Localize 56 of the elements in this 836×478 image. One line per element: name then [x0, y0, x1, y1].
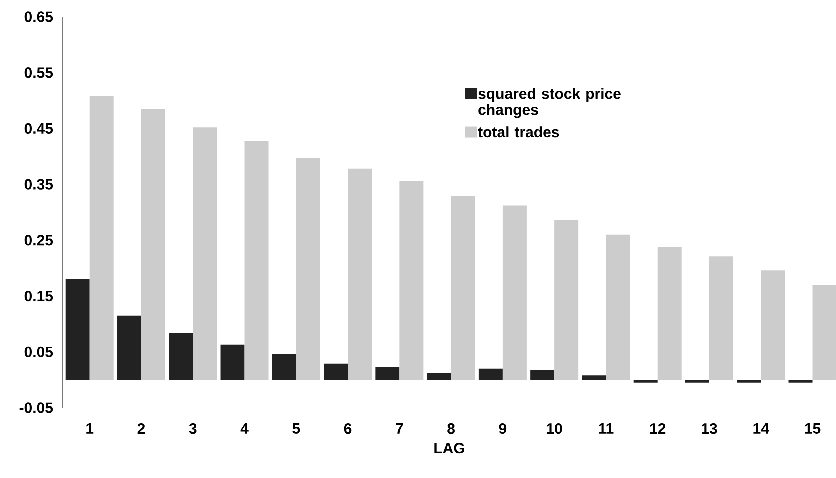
x-tick-label: 14 [754, 424, 770, 434]
bar [709, 256, 734, 380]
bar [324, 364, 348, 380]
bar [606, 234, 630, 380]
y-tick-label: 0.65 [24, 12, 54, 22]
bar [220, 344, 245, 380]
x-tick-label: 11 [599, 424, 614, 434]
y-tick-label: 0.35 [24, 179, 54, 190]
bar [685, 380, 710, 383]
bar [812, 285, 836, 380]
bar [427, 373, 452, 380]
y-tick-label: 0.15 [24, 290, 54, 302]
x-tick-label: 1 [86, 424, 94, 434]
bar [348, 168, 372, 380]
x-tick-label: 12 [650, 424, 666, 434]
x-tick-label: 3 [189, 424, 197, 434]
x-tick-label: 15 [805, 424, 821, 434]
y-tick-label: -0.05 [20, 402, 54, 414]
x-tick-label: 13 [702, 424, 718, 434]
bar [554, 220, 579, 380]
bar [296, 158, 320, 380]
y-tick-label: 0.55 [24, 68, 54, 78]
x-tick-label: 10 [547, 424, 562, 434]
x-tick-label: 4 [240, 424, 249, 434]
bar [451, 196, 476, 380]
bar [272, 354, 296, 380]
x-tick-label: 2 [138, 424, 146, 434]
bar [193, 128, 218, 380]
x-tick-label: 9 [499, 424, 507, 434]
bar [478, 368, 503, 380]
bar [117, 316, 142, 380]
x-tick-label: 8 [448, 424, 456, 434]
bar [376, 367, 400, 380]
bar [66, 280, 90, 380]
bar [90, 96, 114, 380]
legend-label: total trades [478, 126, 560, 138]
bar [169, 333, 194, 380]
bar [788, 380, 813, 383]
bar [141, 109, 166, 380]
bar [737, 380, 762, 383]
bar [634, 380, 658, 383]
y-tick-label: 0.45 [24, 123, 54, 134]
x-tick-label: 7 [396, 424, 404, 434]
y-tick-label: 0.25 [24, 235, 54, 246]
x-tick-label: 6 [344, 424, 352, 434]
y-tick-label: 0.05 [24, 346, 54, 358]
bar [658, 247, 682, 380]
bar [761, 270, 786, 380]
x-axis-title: LAG [434, 443, 464, 454]
bar [502, 206, 527, 380]
bar [582, 376, 606, 380]
bar [530, 370, 555, 380]
legend-label: squared stock price changes [478, 88, 621, 118]
bar [244, 142, 269, 380]
x-tick-label: 5 [292, 424, 300, 434]
bar [400, 181, 424, 380]
